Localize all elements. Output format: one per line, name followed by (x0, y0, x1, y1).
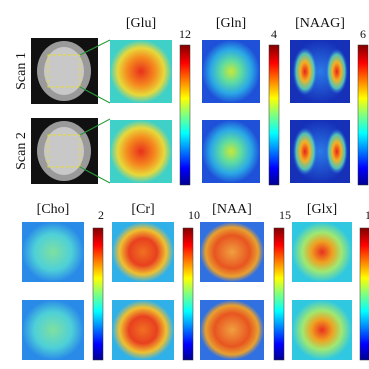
metabolite-map (200, 222, 264, 282)
metabolite-map (200, 300, 264, 360)
scan-label: Scan 1 (14, 52, 29, 90)
metabolite-map (112, 300, 174, 360)
metabolite-map (112, 222, 174, 282)
figure: Scan 1 Scan 2 [Glu] 12 [Gln] 4 [NAAG] 6 [Cho] 2… (0, 0, 369, 369)
colorbar (183, 228, 193, 360)
scan-label: Scan 2 (14, 132, 29, 170)
colorbar-max: 12 (179, 27, 191, 41)
map-title: [Gln] (216, 16, 246, 31)
colorbar (274, 228, 284, 360)
colorbar (93, 228, 103, 360)
page: {"scans": [{"label": "Scan 1"}, {"label"… (0, 0, 369, 369)
colorbar-max: 15 (365, 208, 369, 222)
metabolite-map (202, 40, 260, 103)
brain-image (31, 118, 110, 184)
colorbar (358, 45, 368, 185)
map-hotspot (293, 48, 317, 96)
colorbar-max: 15 (279, 208, 291, 222)
metabolite-map (110, 120, 172, 183)
metabolite-map (292, 300, 352, 360)
map-title: [NAAG] (295, 16, 345, 31)
metabolite-map (110, 40, 172, 103)
colorbar-max: 2 (98, 208, 104, 222)
map-hotspot (326, 49, 348, 94)
map-title: [Cho] (37, 202, 70, 217)
colorbar-max: 6 (360, 27, 366, 41)
colorbar-max: 4 (271, 27, 277, 41)
map-title: [Glu] (126, 16, 156, 31)
map-title: [Cr] (131, 202, 154, 217)
map-title: [Glx] (307, 202, 337, 217)
colorbar (269, 45, 279, 185)
map-hotspot (326, 129, 348, 174)
colorbar (180, 45, 190, 185)
brain-image (31, 38, 110, 104)
metabolite-map (292, 222, 352, 282)
colorbar (360, 228, 369, 360)
colorbar-max: 10 (188, 208, 200, 222)
map-hotspot (293, 128, 317, 176)
metabolite-map (22, 300, 84, 360)
metabolite-map (202, 120, 260, 183)
metabolite-map (22, 222, 84, 282)
map-title: [NAA] (212, 202, 252, 217)
